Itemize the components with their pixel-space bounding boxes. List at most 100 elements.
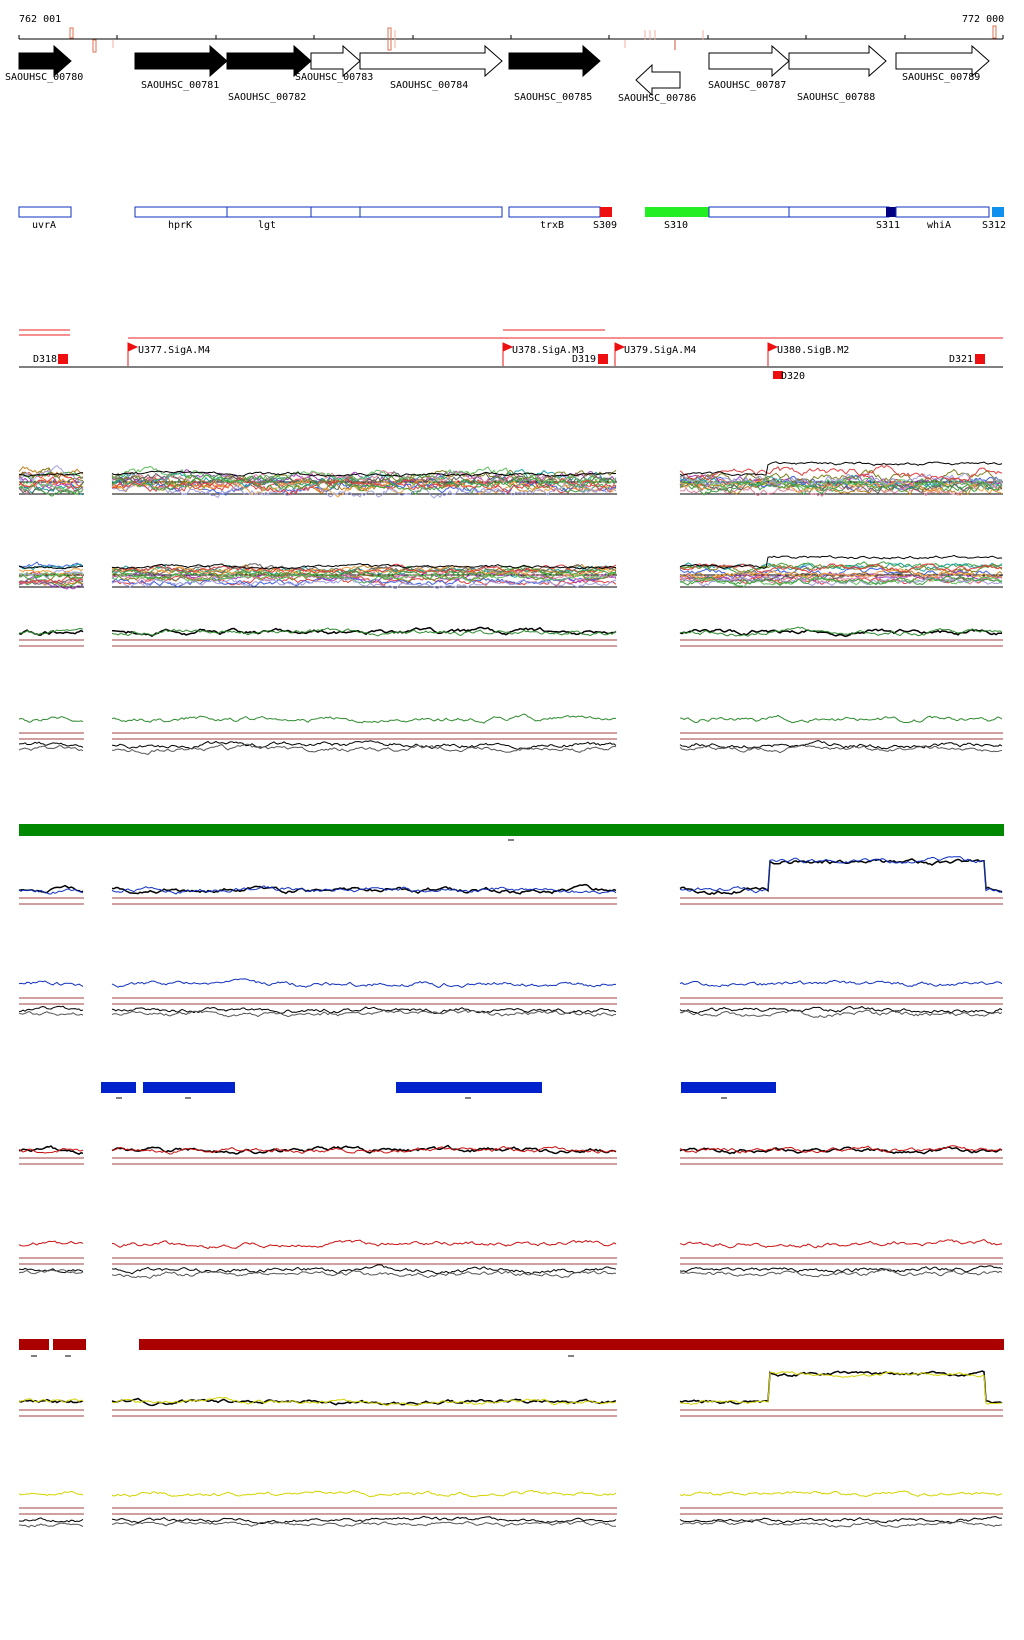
gene-arrow[interactable]: SAOUHSC_00785 — [508, 44, 601, 103]
signal-trace — [18, 1010, 84, 1016]
signal-trace — [18, 1269, 84, 1275]
signal-trace — [679, 1005, 1003, 1015]
signal-trace — [18, 980, 84, 987]
signal-trace — [18, 1517, 84, 1523]
signal-trace — [18, 888, 84, 895]
feature-box[interactable] — [508, 206, 601, 218]
signal-trace — [111, 713, 617, 724]
signal-trace — [111, 1520, 617, 1528]
feature-box[interactable] — [18, 206, 72, 218]
signal-trace — [679, 464, 1003, 482]
gene-arrow[interactable]: SAOUHSC_00788 — [788, 44, 887, 103]
signal-trace — [679, 562, 1003, 572]
signal-trace — [679, 1371, 1003, 1405]
feature-box-s311[interactable] — [886, 207, 896, 217]
gene-arrow[interactable]: SAOUHSC_00780 — [5, 44, 83, 83]
feature-box[interactable] — [895, 206, 990, 218]
signal-trace — [111, 1396, 617, 1407]
terminator-label: D321 — [949, 354, 973, 365]
promoter-flags[interactable] — [127, 342, 779, 366]
signal-trace — [18, 1522, 84, 1528]
gene-label: SAOUHSC_00789 — [902, 72, 980, 83]
feature-box[interactable] — [226, 206, 312, 218]
gene-arrow[interactable]: SAOUHSC_00783 — [295, 44, 373, 83]
expression-profiles — [18, 461, 1003, 1528]
gene-arrow[interactable]: SAOUHSC_00787 — [708, 44, 790, 91]
signal-trace — [679, 628, 1002, 638]
signal-trace — [111, 470, 617, 477]
signal-trace — [111, 885, 617, 895]
signal-trace — [679, 1239, 1003, 1249]
feature-box-s312[interactable] — [992, 207, 1004, 217]
signal-trace — [18, 1147, 84, 1154]
signal-trace — [111, 563, 617, 570]
signal-trace — [18, 568, 84, 576]
feature-box[interactable] — [310, 206, 361, 218]
signal-trace — [679, 1145, 1003, 1154]
signal-trace — [679, 1370, 1003, 1405]
terminator-marks[interactable] — [58, 354, 985, 379]
feature-label: S312 — [982, 220, 1006, 231]
feature-box[interactable] — [788, 206, 890, 218]
range-end-label: 772 000 — [962, 14, 1004, 25]
signal-trace — [679, 570, 1003, 582]
feature-label: lgt — [258, 220, 276, 231]
signal-trace — [111, 1489, 617, 1498]
terminator-label: D319 — [572, 354, 596, 365]
signal-trace — [111, 474, 617, 495]
signal-trace — [111, 481, 617, 499]
signal-trace — [18, 1240, 84, 1247]
signal-trace — [111, 1239, 617, 1250]
gene-arrow[interactable]: SAOUHSC_00784 — [359, 44, 503, 91]
signal-trace — [18, 1145, 84, 1155]
segment-bars-red[interactable] — [19, 1339, 1004, 1350]
feature-box[interactable] — [359, 206, 503, 218]
gene-arrow[interactable]: SAOUHSC_00786 — [618, 63, 696, 104]
signal-trace — [111, 465, 617, 485]
promoter-label: U378.SigA.M3 — [512, 345, 584, 356]
signal-trace — [679, 979, 1003, 988]
signal-trace — [19, 1005, 84, 1012]
promoter-label: U380.SigB.M2 — [777, 345, 849, 356]
signal-trace — [679, 554, 1003, 569]
gene-arrow[interactable]: SAOUHSC_00789 — [895, 44, 990, 83]
feature-box-s309[interactable] — [600, 207, 612, 217]
promoter-label: U377.SigA.M4 — [138, 345, 210, 356]
signal-trace — [111, 740, 617, 751]
signal-trace — [18, 744, 84, 752]
signal-trace — [18, 1490, 84, 1497]
signal-trace — [679, 575, 1003, 587]
signal-trace — [111, 1397, 617, 1407]
segment-bar-green[interactable] — [19, 824, 1004, 836]
feature-box[interactable] — [134, 206, 228, 218]
signal-trace — [18, 467, 84, 483]
signal-trace — [18, 628, 84, 636]
gene-label: SAOUHSC_00786 — [618, 93, 696, 104]
signal-trace — [111, 1145, 617, 1155]
promoter-label: U379.SigA.M4 — [624, 345, 696, 356]
signal-trace — [679, 858, 1003, 896]
signal-trace — [679, 472, 1003, 489]
signal-trace — [111, 1264, 617, 1275]
gene-arrow[interactable]: SAOUHSC_00781 — [134, 44, 228, 91]
signal-trace — [111, 577, 617, 590]
gene-arrow[interactable]: SAOUHSC_00782 — [226, 44, 312, 103]
signal-trace — [18, 884, 84, 894]
signal-trace — [111, 627, 617, 637]
signal-trace — [679, 626, 1003, 637]
gene-track: SAOUHSC_00780 SAOUHSC_00781 SAOUHSC_0078… — [5, 44, 990, 104]
feature-label: whiA — [927, 220, 951, 231]
feature-box-s310[interactable] — [645, 207, 709, 217]
signal-trace — [111, 565, 617, 577]
feature-box[interactable] — [708, 206, 790, 218]
gene-label: SAOUHSC_00788 — [797, 92, 875, 103]
signal-trace — [19, 565, 84, 570]
gene-label: SAOUHSC_00781 — [141, 80, 219, 91]
signal-trace — [112, 626, 617, 637]
feature-label: trxB — [540, 220, 564, 231]
signal-trace — [679, 561, 1003, 575]
signal-trace — [18, 472, 84, 477]
signal-trace — [111, 1144, 617, 1155]
segment-bars-blue[interactable] — [101, 1082, 776, 1093]
